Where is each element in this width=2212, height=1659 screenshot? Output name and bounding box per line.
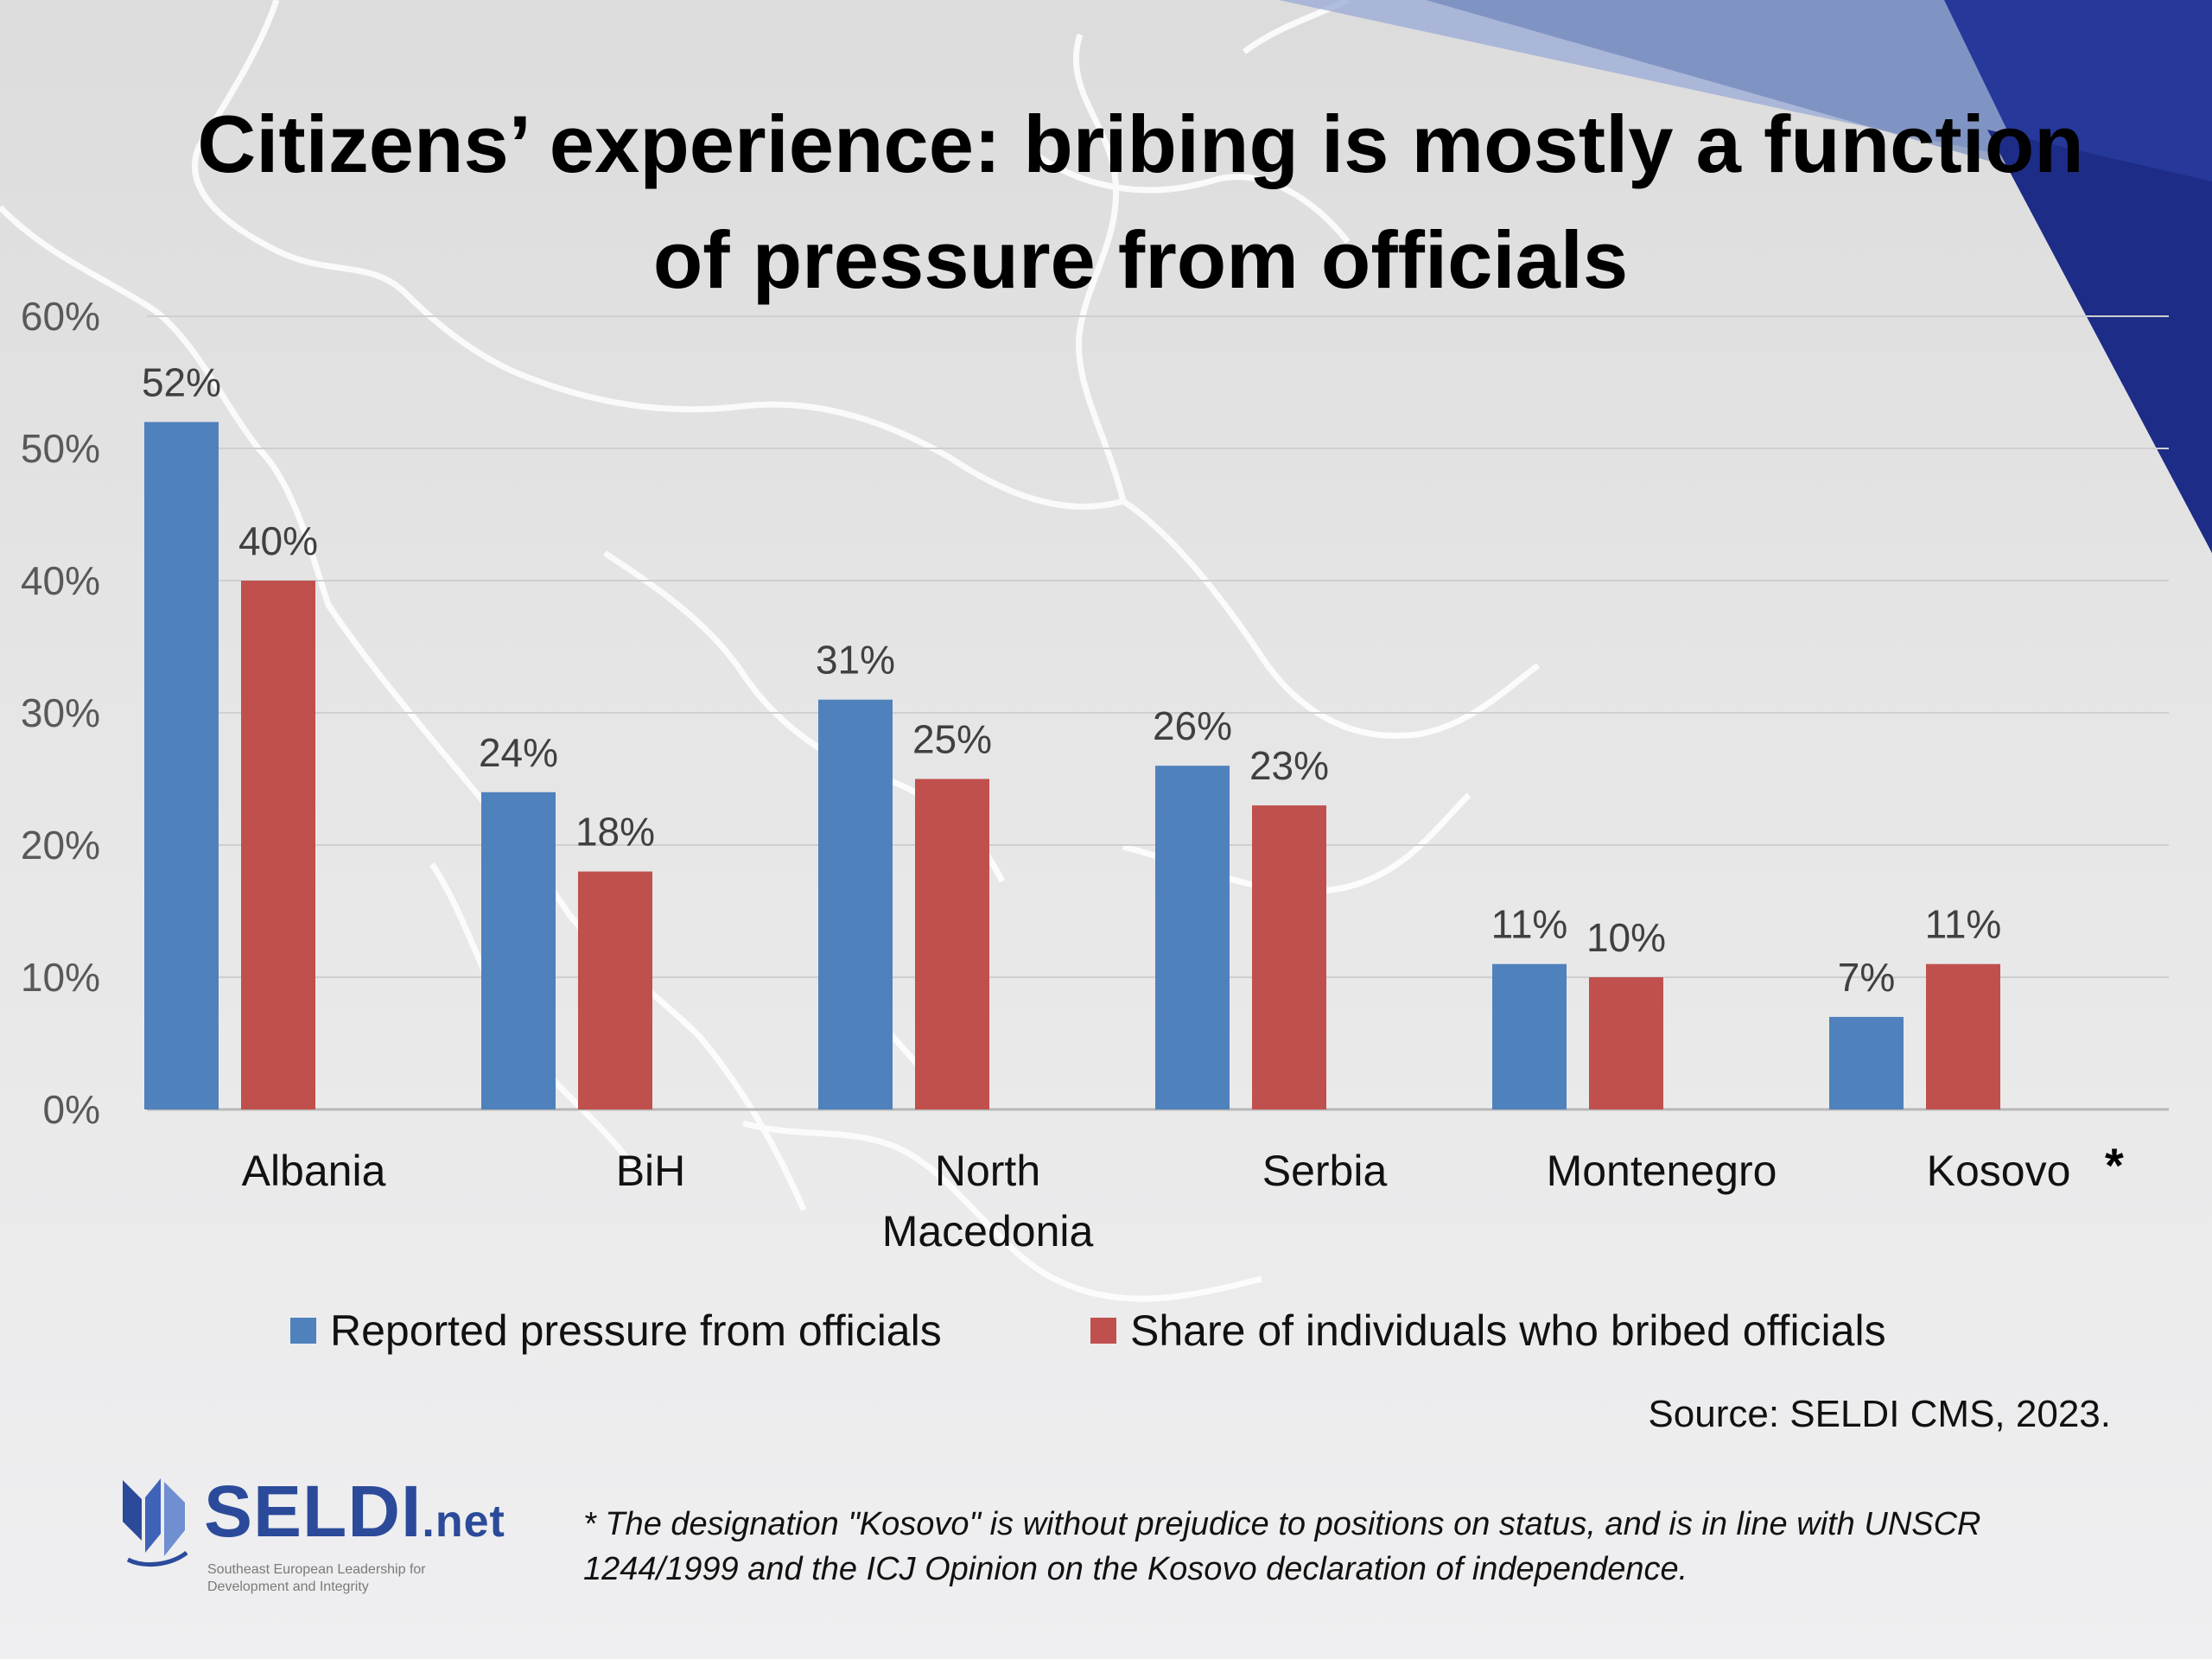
- source-note: Source: SELDI CMS, 2023.: [1648, 1393, 2111, 1435]
- bar: [1829, 1016, 1904, 1109]
- legend-label-bribed: Share of individuals who bribed official…: [1130, 1306, 1886, 1355]
- y-tick-label: 10%: [21, 955, 100, 1000]
- logo-name: SELDI: [204, 1471, 423, 1552]
- data-label: 31%: [816, 638, 895, 683]
- legend-swatch-red: [1090, 1318, 1116, 1344]
- data-label: 40%: [238, 518, 318, 563]
- data-label: 7%: [1838, 955, 1895, 1000]
- data-label: 25%: [912, 717, 992, 762]
- y-axis: 0% 10% 20% 30% 40% 50% 60%: [21, 294, 100, 1132]
- seldi-logo: SELDI.net Southeast European Leadership …: [119, 1465, 525, 1607]
- legend-label-pressure: Reported pressure from officials: [330, 1306, 942, 1355]
- seldi-logo-wordmark: SELDI.net: [204, 1470, 505, 1554]
- logo-tagline: Southeast European Leadership for Develo…: [207, 1562, 426, 1594]
- logo-suffix: .net: [422, 1497, 505, 1547]
- seldi-logo-icon: [123, 1478, 188, 1567]
- bar: [578, 871, 652, 1109]
- slide-title: Citizens’ experience: bribing is mostly …: [197, 99, 2084, 305]
- map-outline-decoration: [0, 0, 1538, 1299]
- x-tick-label: North: [935, 1147, 1040, 1195]
- bar: [1589, 977, 1663, 1109]
- data-label: 18%: [575, 810, 655, 855]
- bar: [1155, 766, 1230, 1109]
- bar: [915, 779, 989, 1109]
- data-label: 10%: [1586, 915, 1666, 960]
- x-tick-label: Montenegro: [1547, 1147, 1777, 1195]
- data-label: 24%: [479, 730, 558, 775]
- y-tick-label: 60%: [21, 294, 100, 339]
- x-tick-label: Macedonia: [882, 1207, 1094, 1255]
- data-label: 52%: [142, 359, 221, 404]
- legend-item-pressure: Reported pressure from officials: [290, 1305, 942, 1357]
- bar: [144, 422, 219, 1109]
- data-label: 11%: [1925, 902, 2002, 947]
- x-tick-label: Kosovo: [1927, 1147, 2071, 1195]
- x-tick-label: BiH: [616, 1147, 686, 1195]
- x-tick-label: Serbia: [1262, 1147, 1388, 1195]
- bar: [1492, 963, 1567, 1109]
- y-tick-label: 30%: [21, 690, 100, 735]
- y-tick-label: 50%: [21, 426, 100, 471]
- x-tick-label: Albania: [242, 1147, 386, 1195]
- data-label: 23%: [1249, 743, 1329, 788]
- kosovo-footnote: * The designation "Kosovo" is without pr…: [583, 1506, 1981, 1587]
- y-tick-label: 20%: [21, 823, 100, 868]
- data-label: 26%: [1153, 703, 1232, 748]
- bar: [481, 791, 556, 1109]
- y-tick-label: 0%: [43, 1087, 100, 1132]
- data-label: 11%: [1491, 902, 1568, 947]
- chart-bars: [144, 422, 2000, 1109]
- legend-swatch-blue: [290, 1318, 316, 1344]
- y-tick-label: 40%: [21, 558, 100, 603]
- x-axis: Albania BiH North Macedonia Serbia Montenegro…: [242, 1147, 2071, 1255]
- bar: [241, 581, 315, 1109]
- kosovo-asterisk-marker: *: [2105, 1138, 2124, 1192]
- bar: [818, 699, 893, 1109]
- bar: [1926, 963, 2000, 1109]
- bar: [1252, 805, 1326, 1109]
- data-labels: 52% 40% 24% 18% 31% 25% 26% 23% 11% 10% 7% 11%: [142, 359, 2001, 1000]
- corner-overlay-shape: [1987, 130, 2212, 553]
- legend-item-bribed: Share of individuals who bribed official…: [1090, 1305, 1886, 1357]
